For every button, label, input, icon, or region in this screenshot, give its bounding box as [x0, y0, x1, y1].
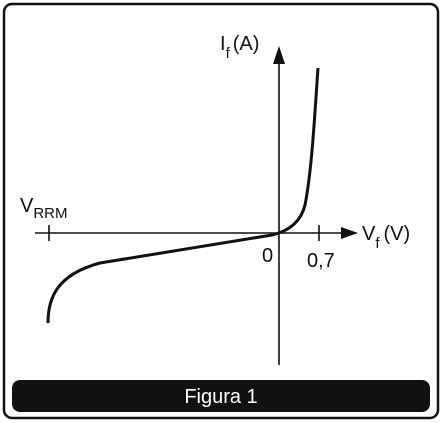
frame	[2, 2, 440, 420]
origin-label: 0	[262, 245, 273, 267]
y-axis-label: If (A)	[220, 33, 259, 62]
x-axis-label: Vf (V)	[362, 223, 410, 252]
caption: Figura 1	[184, 386, 257, 408]
tick-label: 0,7	[307, 250, 335, 272]
reverse-label: VRRM	[20, 195, 68, 222]
iv-curve	[46, 67, 320, 324]
caption-bar	[12, 380, 430, 412]
x-arrow	[341, 227, 358, 239]
y-arrow	[273, 46, 285, 64]
